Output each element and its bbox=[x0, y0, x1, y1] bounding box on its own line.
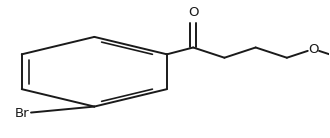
Text: O: O bbox=[308, 43, 319, 55]
Text: O: O bbox=[188, 6, 198, 19]
Text: Br: Br bbox=[15, 107, 29, 120]
